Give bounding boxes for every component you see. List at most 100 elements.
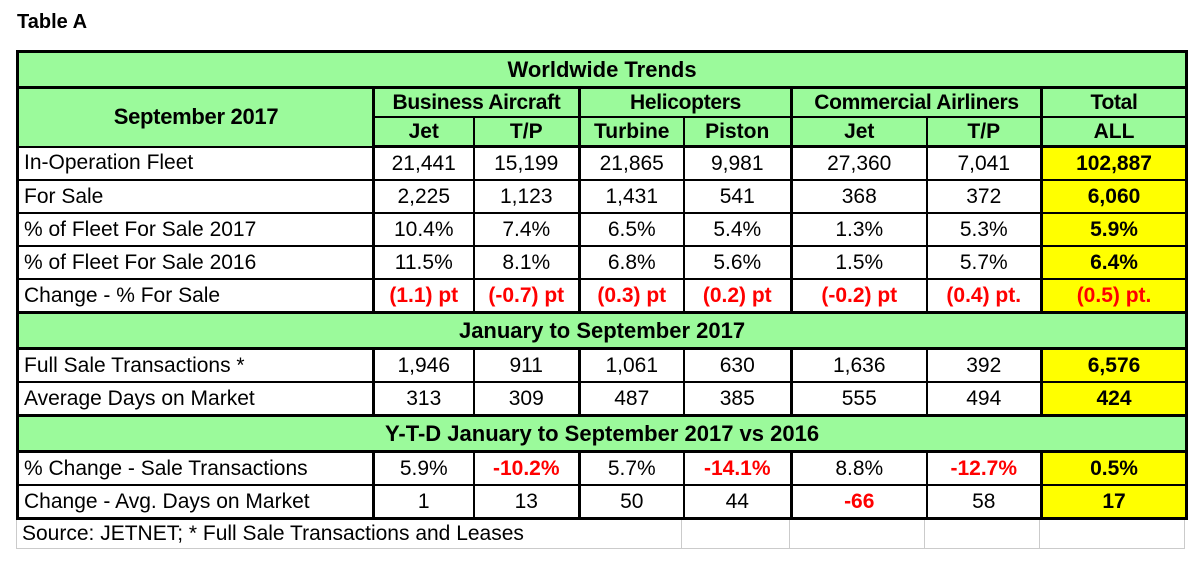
value-cell: 368	[790, 179, 928, 214]
value-cell: 1,061	[578, 347, 685, 383]
value-cell: -14.1%	[682, 450, 793, 486]
value-cell: 1,431	[578, 179, 685, 214]
value-cell: 7.4%	[472, 212, 581, 247]
value-cell: 372	[925, 179, 1043, 214]
source-row: Source: JETNET; * Full Sale Transactions…	[16, 520, 1186, 549]
total-cell: 6.4%	[1039, 245, 1188, 280]
value-cell: 5.4%	[682, 212, 793, 247]
table-row: % of Fleet For Sale 2016 11.5% 8.1% 6.8%…	[16, 245, 1188, 280]
table-row: Jet T/P Turbine Piston Jet T/P ALL	[18, 116, 1188, 148]
value-cell: 385	[682, 381, 793, 417]
value-cell: 44	[682, 484, 793, 520]
value-cell: -12.7%	[925, 450, 1043, 486]
table-row: Change - Avg. Days on Market 1 13 50 44 …	[16, 484, 1188, 520]
value-cell: -66	[790, 484, 928, 520]
sub-header: Turbine	[578, 116, 685, 148]
table-row: Y-T-D January to September 2017 vs 2016	[16, 414, 1188, 453]
value-cell: 541	[682, 179, 793, 214]
value-cell: (1.1) pt	[372, 278, 475, 314]
row-label: Average Days on Market	[16, 381, 375, 417]
table-row: Average Days on Market 313 309 487 385 5…	[16, 381, 1188, 417]
worldwide-trends-table: Worldwide Trends September 2017 Business…	[16, 50, 1189, 549]
table-row: % of Fleet For Sale 2017 10.4% 7.4% 6.5%…	[16, 212, 1188, 247]
sub-header: T/P	[925, 116, 1043, 148]
sub-header: Jet	[790, 116, 928, 148]
sub-header: Jet	[372, 116, 475, 148]
empty-cell	[682, 520, 791, 548]
value-cell: 630	[682, 347, 793, 383]
value-cell: 555	[790, 381, 928, 417]
value-cell: 11.5%	[372, 245, 475, 280]
value-cell: (0.3) pt	[578, 278, 685, 314]
value-cell: 5.9%	[372, 450, 475, 486]
total-cell: 5.9%	[1039, 212, 1188, 247]
table-row: % Change - Sale Transactions 5.9% -10.2%…	[16, 450, 1188, 486]
worldwide-trends-header: Worldwide Trends	[16, 50, 1188, 89]
row-label: % of Fleet For Sale 2016	[16, 245, 375, 280]
value-cell: 5.7%	[578, 450, 685, 486]
value-cell: (0.2) pt	[682, 278, 793, 314]
value-cell: (0.4) pt.	[925, 278, 1043, 314]
total-cell: 17	[1039, 484, 1188, 520]
value-cell: (-0.7) pt	[472, 278, 581, 314]
total-header: Total	[1039, 86, 1188, 118]
jan-sep-header: January to September 2017	[16, 311, 1188, 350]
value-cell: 10.4%	[372, 212, 475, 247]
total-cell: 0.5%	[1039, 450, 1188, 486]
row-label: Change - % For Sale	[16, 278, 375, 314]
value-cell: (-0.2) pt	[790, 278, 928, 314]
value-cell: 58	[925, 484, 1043, 520]
value-cell: 21,865	[578, 145, 685, 181]
total-cell: 6,060	[1039, 179, 1188, 214]
value-cell: 15,199	[472, 145, 581, 181]
ytd-header: Y-T-D January to September 2017 vs 2016	[16, 414, 1188, 453]
value-cell: 9,981	[682, 145, 793, 181]
value-cell: 392	[925, 347, 1043, 383]
table-row: For Sale 2,225 1,123 1,431 541 368 372 6…	[16, 179, 1188, 214]
value-cell: 1	[372, 484, 475, 520]
value-cell: 7,041	[925, 145, 1043, 181]
sub-header: Piston	[682, 116, 793, 148]
table-title: Table A	[17, 11, 88, 33]
value-cell: 8.1%	[472, 245, 581, 280]
table-row: In-Operation Fleet 21,441 15,199 21,865 …	[16, 145, 1188, 181]
row-label: Full Sale Transactions *	[16, 347, 375, 383]
value-cell: 1,636	[790, 347, 928, 383]
value-cell: 6.8%	[578, 245, 685, 280]
group-header-helicopters: Helicopters	[578, 86, 793, 118]
value-cell: 911	[472, 347, 581, 383]
value-cell: 1.5%	[790, 245, 928, 280]
table-row: Worldwide Trends	[16, 50, 1188, 89]
value-cell: 1,946	[372, 347, 475, 383]
value-cell: 5.3%	[925, 212, 1043, 247]
total-sub-header: ALL	[1039, 116, 1188, 148]
empty-cell	[790, 520, 926, 548]
total-cell: 424	[1039, 381, 1188, 417]
value-cell: -10.2%	[472, 450, 581, 486]
value-cell: 487	[578, 381, 685, 417]
value-cell: 313	[372, 381, 475, 417]
row-label: Change - Avg. Days on Market	[16, 484, 375, 520]
row-label: % of Fleet For Sale 2017	[16, 212, 375, 247]
total-cell: 6,576	[1039, 347, 1188, 383]
table-row: January to September 2017	[16, 311, 1188, 350]
value-cell: 1,123	[472, 179, 581, 214]
period-header: September 2017	[16, 86, 375, 148]
sub-header: T/P	[472, 116, 581, 148]
value-cell: 2,225	[372, 179, 475, 214]
value-cell: 309	[472, 381, 581, 417]
total-cell: (0.5) pt.	[1039, 278, 1188, 314]
table-row: Change - % For Sale (1.1) pt (-0.7) pt (…	[16, 278, 1188, 314]
value-cell: 494	[925, 381, 1043, 417]
row-label: % Change - Sale Transactions	[16, 450, 375, 486]
value-cell: 50	[578, 484, 685, 520]
source-note: Source: JETNET; * Full Sale Transactions…	[17, 520, 683, 548]
value-cell: 1.3%	[790, 212, 928, 247]
group-header-business-aircraft: Business Aircraft	[372, 86, 581, 118]
empty-cell	[925, 520, 1041, 548]
table-row: September 2017 Business Aircraft Helicop…	[16, 86, 1188, 148]
group-header-commercial-airliners: Commercial Airliners	[790, 86, 1043, 118]
value-cell: 6.5%	[578, 212, 685, 247]
value-cell: 27,360	[790, 145, 928, 181]
